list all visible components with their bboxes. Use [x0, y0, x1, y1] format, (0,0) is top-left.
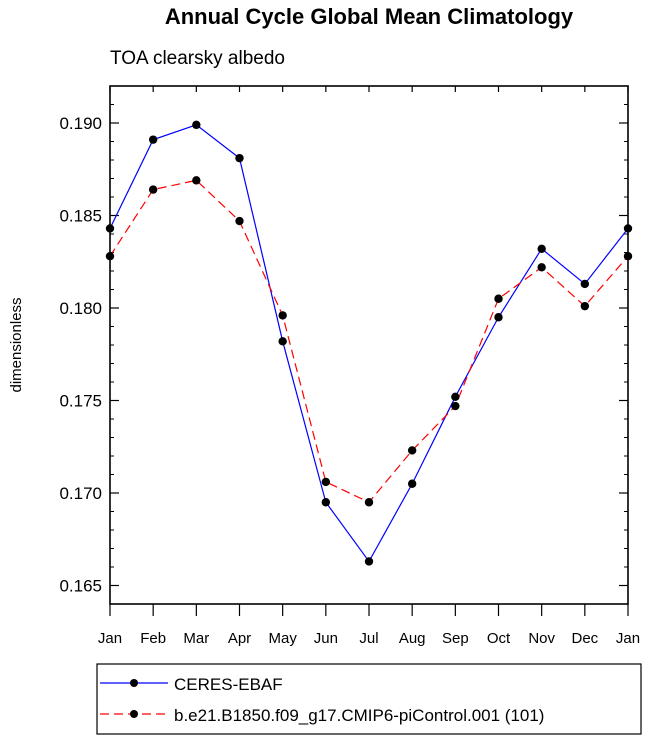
- series-line-ceres: [109, 124, 629, 563]
- legend: CERES-EBAF b.e21.B1850.f09_g17.CMIP6-piC…: [96, 663, 642, 735]
- point-ceres: [278, 337, 287, 346]
- chart-title: Annual Cycle Global Mean Climatology: [165, 4, 574, 29]
- series-layer: [105, 120, 633, 566]
- point-model: [148, 185, 158, 194]
- point-model: [537, 263, 546, 272]
- legend-box: [96, 663, 642, 735]
- plot-frame: [109, 85, 629, 605]
- y-axis-label: dimensionless: [8, 297, 25, 392]
- point-ceres: [364, 557, 374, 566]
- x-tick-label: Mar: [183, 630, 209, 647]
- legend-label-model: b.e21.B1850.f09_g17.CMIP6-piControl.001 …: [174, 706, 544, 725]
- point-model: [321, 477, 331, 487]
- y-tick-label: 0.175: [59, 392, 102, 411]
- chart-subtitle: TOA clearsky albedo: [110, 48, 285, 69]
- point-ceres: [192, 120, 201, 130]
- x-tick-label: Jul: [359, 630, 378, 647]
- x-tick-label: Apr: [228, 630, 251, 647]
- point-ceres: [321, 498, 331, 507]
- point-ceres: [407, 479, 417, 488]
- y-tick-label: 0.170: [59, 484, 102, 503]
- x-tick-label: Jan: [98, 630, 122, 647]
- point-model: [192, 176, 201, 185]
- x-tick-label: Feb: [140, 630, 166, 647]
- x-tick-label: Aug: [399, 630, 426, 647]
- x-tick-label: Oct: [487, 630, 511, 647]
- x-tick-label: Nov: [528, 630, 555, 647]
- legend-marker-model: [130, 710, 138, 718]
- point-ceres: [235, 153, 244, 163]
- point-ceres: [148, 135, 158, 144]
- point-ceres: [494, 313, 503, 322]
- point-ceres: [580, 279, 590, 289]
- x-tick-label: Dec: [571, 630, 598, 647]
- point-ceres: [537, 244, 546, 253]
- x-tick-label: Jun: [314, 630, 338, 647]
- x-tick-label: Jan: [616, 630, 640, 647]
- y-tick-label: 0.165: [59, 577, 102, 596]
- point-model: [580, 301, 590, 311]
- y-tick-label: 0.180: [59, 299, 102, 318]
- point-model: [278, 311, 287, 320]
- point-model: [407, 446, 417, 455]
- point-model: [494, 294, 503, 303]
- series-line-model: [109, 179, 629, 503]
- point-model: [451, 401, 460, 411]
- point-model: [364, 498, 374, 507]
- y-tick-label: 0.190: [59, 114, 102, 133]
- x-tick-label: May: [268, 630, 297, 647]
- ticks-layer: 0.165 0.170 0.175 0.180 0.185 0.190 Jan Feb Mar A…: [59, 85, 640, 647]
- y-tick-label: 0.185: [59, 207, 102, 226]
- legend-label-ceres: CERES-EBAF: [174, 675, 283, 694]
- point-ceres: [451, 392, 460, 401]
- point-model: [235, 216, 244, 226]
- legend-marker-ceres: [130, 679, 138, 687]
- x-tick-label: Sep: [442, 630, 469, 647]
